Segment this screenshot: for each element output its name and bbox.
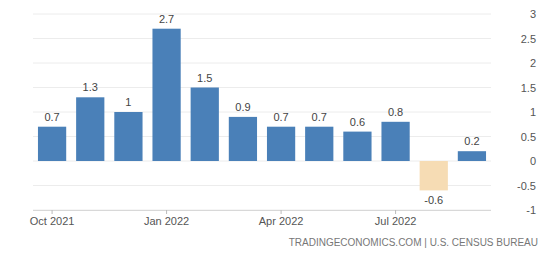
bar xyxy=(305,127,333,161)
y-tick-label: -0.5 xyxy=(517,180,536,192)
y-tick-label: 2 xyxy=(530,57,536,69)
grid-line xyxy=(33,63,491,64)
x-axis-line xyxy=(33,210,491,211)
grid-line xyxy=(33,210,491,211)
data-label: 0.9 xyxy=(235,101,250,113)
data-label: 1.3 xyxy=(83,81,98,93)
grid-line xyxy=(33,38,491,39)
data-label: -0.6 xyxy=(424,194,443,206)
data-label: 1 xyxy=(125,96,131,108)
bar xyxy=(229,117,257,161)
x-tick-label: Oct 2021 xyxy=(30,215,75,227)
x-tick xyxy=(52,210,53,214)
x-tick-label: Jul 2022 xyxy=(375,215,417,227)
y-tick-label: 3 xyxy=(530,8,536,20)
y-tick-label: 2.5 xyxy=(521,33,536,45)
bar xyxy=(76,97,104,161)
bar xyxy=(267,127,295,161)
grid-line xyxy=(33,14,491,15)
source: TRADINGECONOMICS.COM | U.S. CENSUS BUREA… xyxy=(289,237,538,248)
x-tick xyxy=(395,210,396,214)
chart-svg: -1 -0.5 0 0.5 1 1.5 2 2.5 3 0.7 1.3 1 2.7 1.5 0.9 0.7 0.… xyxy=(0,0,550,256)
bar xyxy=(420,161,448,190)
y-tick-label: 0.5 xyxy=(521,131,536,143)
chart-container: -1 -0.5 0 0.5 1 1.5 2 2.5 3 0.7 1.3 1 2.7 1.5 0.9 0.7 0.… xyxy=(0,0,550,256)
bar xyxy=(152,29,180,161)
bar xyxy=(458,151,486,161)
y-tick-label: 1 xyxy=(530,106,536,118)
bar xyxy=(114,112,142,161)
y-tick-label: 1.5 xyxy=(521,82,536,94)
data-label: 0.7 xyxy=(44,111,59,123)
y-tick-label: 0 xyxy=(530,155,536,167)
bar xyxy=(343,132,371,161)
x-tick xyxy=(166,210,167,214)
x-tick xyxy=(281,210,282,214)
data-label: 1.5 xyxy=(197,72,212,84)
data-label: 0.7 xyxy=(273,111,288,123)
data-label: 2.7 xyxy=(159,13,174,25)
grid xyxy=(33,14,491,210)
bars xyxy=(38,29,486,191)
y-tick-label: -1 xyxy=(526,204,536,216)
x-tick-label: Apr 2022 xyxy=(259,215,304,227)
bar xyxy=(38,127,66,161)
data-label: 0.6 xyxy=(350,116,365,128)
x-tick-label: Jan 2022 xyxy=(144,215,189,227)
bar xyxy=(191,88,219,162)
data-label: 0.2 xyxy=(464,135,479,147)
data-label: 0.8 xyxy=(388,106,403,118)
data-label: 0.7 xyxy=(312,111,327,123)
grid-line xyxy=(33,87,491,88)
bar xyxy=(381,122,409,161)
